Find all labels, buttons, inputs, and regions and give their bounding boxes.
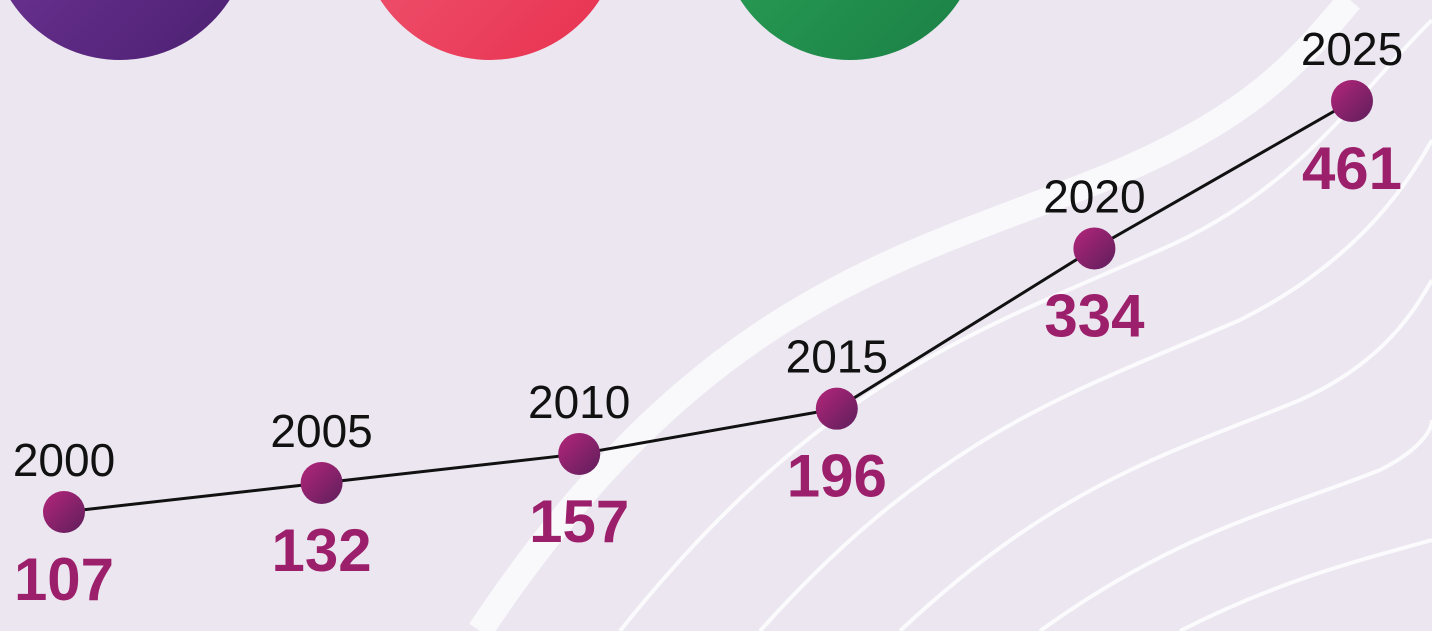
year-label: 2000 [13, 434, 115, 486]
decor-circle [380, 0, 600, 60]
year-label: 2020 [1043, 170, 1145, 222]
year-label: 2010 [528, 376, 630, 428]
data-point [815, 387, 858, 430]
background-decoration [469, 0, 1432, 631]
decor-circle [10, 0, 230, 60]
year-label: 2025 [1301, 23, 1403, 75]
decor-circle [740, 0, 960, 60]
data-point [1331, 80, 1373, 122]
data-point [1073, 227, 1116, 270]
year-label: 2005 [270, 405, 372, 457]
data-point [300, 461, 343, 504]
value-label: 132 [272, 517, 372, 584]
data-point [43, 491, 85, 533]
value-label: 461 [1302, 135, 1402, 202]
value-label: 196 [787, 443, 887, 510]
line [63, 99, 1353, 514]
value-label: 107 [14, 546, 114, 613]
year-label: 2015 [786, 331, 888, 383]
value-label: 334 [1044, 282, 1145, 349]
data-point [558, 432, 601, 475]
value-label: 157 [529, 488, 629, 555]
